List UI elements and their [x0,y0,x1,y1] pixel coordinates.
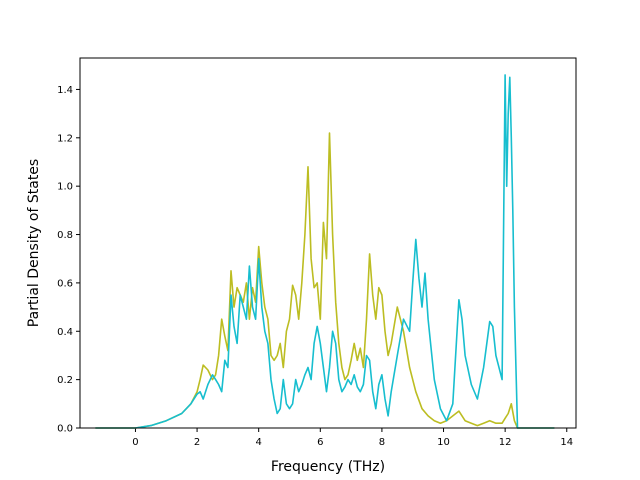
y-tick-label: 0.2 [57,375,73,386]
x-tick-label: 0 [132,437,138,448]
x-axis-label: Frequency (THz) [271,459,385,475]
y-tick-label: 0.0 [57,424,73,435]
y-tick-label: 0.4 [57,327,73,338]
series-line-1 [95,132,555,429]
y-tick-label: 0.8 [57,230,73,241]
y-tick-label: 0.6 [57,278,73,289]
y-tick-label: 1.0 [57,182,73,193]
x-tick-label: 8 [379,437,385,448]
y-axis-ticks: 0.0 0.2 0.4 0.6 0.8 1.0 1.2 1.4 [57,85,80,435]
series-line-2 [95,74,555,429]
x-tick-label: 6 [317,437,323,448]
x-tick-label: 4 [255,437,261,448]
series-layer [95,74,555,429]
plot-frame [79,57,577,429]
y-tick-label: 1.2 [57,133,73,144]
x-axis-ticks: 0 2 4 6 8 10 12 14 [132,428,573,448]
x-tick-label: 2 [194,437,200,448]
x-tick-label: 10 [437,437,450,448]
x-tick-label: 12 [499,437,512,448]
y-tick-label: 1.4 [57,85,73,96]
x-tick-label: 14 [560,437,573,448]
y-axis-label: Partial Density of States [26,159,42,327]
